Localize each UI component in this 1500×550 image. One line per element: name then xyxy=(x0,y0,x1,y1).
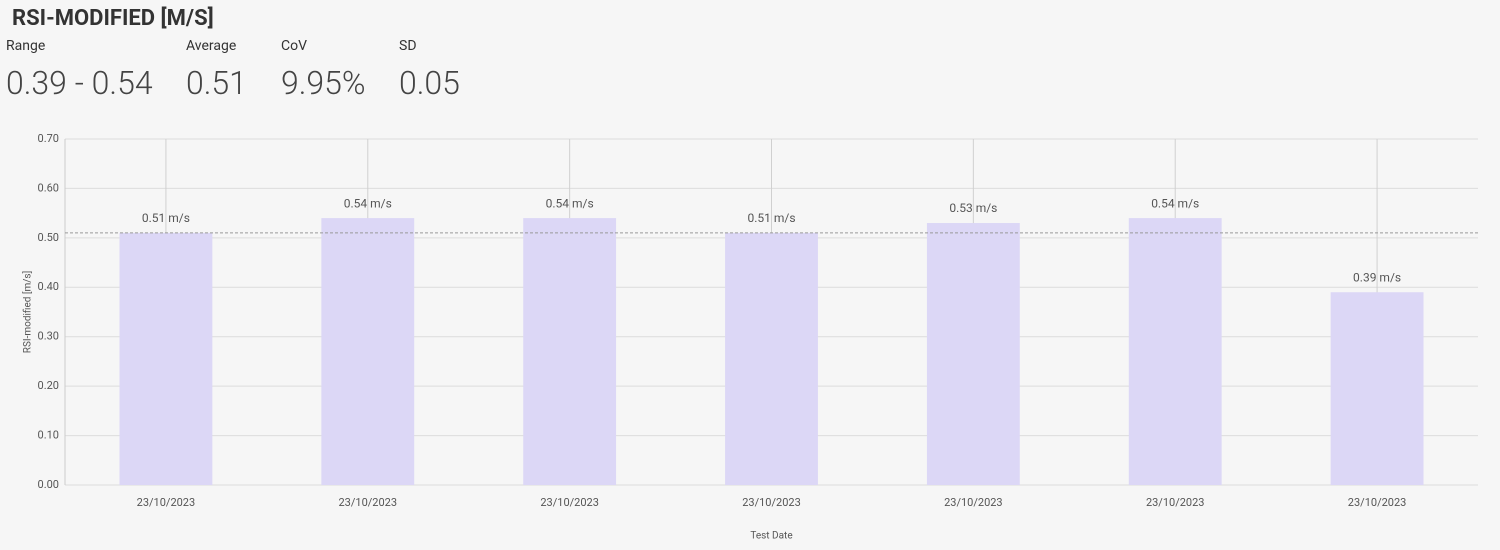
title: RSI-MODIFIED [M/S] xyxy=(12,6,214,31)
stat-label: Range xyxy=(6,38,46,54)
stat-value: 0.39 - 0.54 xyxy=(6,64,153,102)
stat-label: CoV xyxy=(281,38,308,54)
stat-label: SD xyxy=(399,38,417,54)
bar xyxy=(1330,292,1424,485)
bar xyxy=(119,232,213,485)
y-tick-label: 0.20 xyxy=(38,379,59,392)
data-label: 0.53 m/s xyxy=(949,201,997,215)
stat: Range 0.39 - 0.54 xyxy=(6,38,153,102)
y-tick-label: 0.40 xyxy=(38,280,59,293)
bar xyxy=(321,218,415,486)
data-label: 0.54 m/s xyxy=(546,196,594,210)
data-label: 0.51 m/s xyxy=(747,211,795,225)
bar xyxy=(523,218,617,486)
x-tick-label: 23/10/2023 xyxy=(339,496,398,509)
bar xyxy=(1128,218,1222,486)
stat: SD 0.05 xyxy=(399,38,460,102)
data-label: 0.54 m/s xyxy=(344,196,392,210)
x-tick-label: 23/10/2023 xyxy=(742,496,801,509)
stat: Average 0.51 xyxy=(186,38,247,102)
x-tick-label: 23/10/2023 xyxy=(1146,496,1205,509)
x-tick-label: 23/10/2023 xyxy=(1348,496,1407,509)
x-tick-label: 23/10/2023 xyxy=(540,496,599,509)
stat-value: 0.05 xyxy=(399,64,460,102)
y-tick-label: 0.60 xyxy=(38,181,59,194)
data-label: 0.39 m/s xyxy=(1353,270,1401,284)
x-tick-label: 23/10/2023 xyxy=(944,496,1003,509)
stat: CoV 9.95% xyxy=(281,38,366,102)
x-tick-label: 23/10/2023 xyxy=(137,496,196,509)
x-axis-label: Test Date xyxy=(750,531,792,542)
data-label: 0.51 m/s xyxy=(142,211,190,225)
y-axis-label: RSI-modified [m/s] xyxy=(22,271,34,353)
data-label: 0.54 m/s xyxy=(1151,196,1199,210)
y-tick-label: 0.00 xyxy=(38,478,59,491)
y-tick-label: 0.70 xyxy=(38,132,59,145)
y-tick-label: 0.50 xyxy=(38,231,59,244)
stat-label: Average xyxy=(186,38,237,54)
y-tick-label: 0.30 xyxy=(38,330,59,343)
stat-value: 0.51 xyxy=(186,64,247,102)
y-tick-label: 0.10 xyxy=(38,428,59,441)
bar xyxy=(725,232,818,485)
stat-value: 9.95% xyxy=(281,64,366,102)
bar xyxy=(926,223,1020,485)
